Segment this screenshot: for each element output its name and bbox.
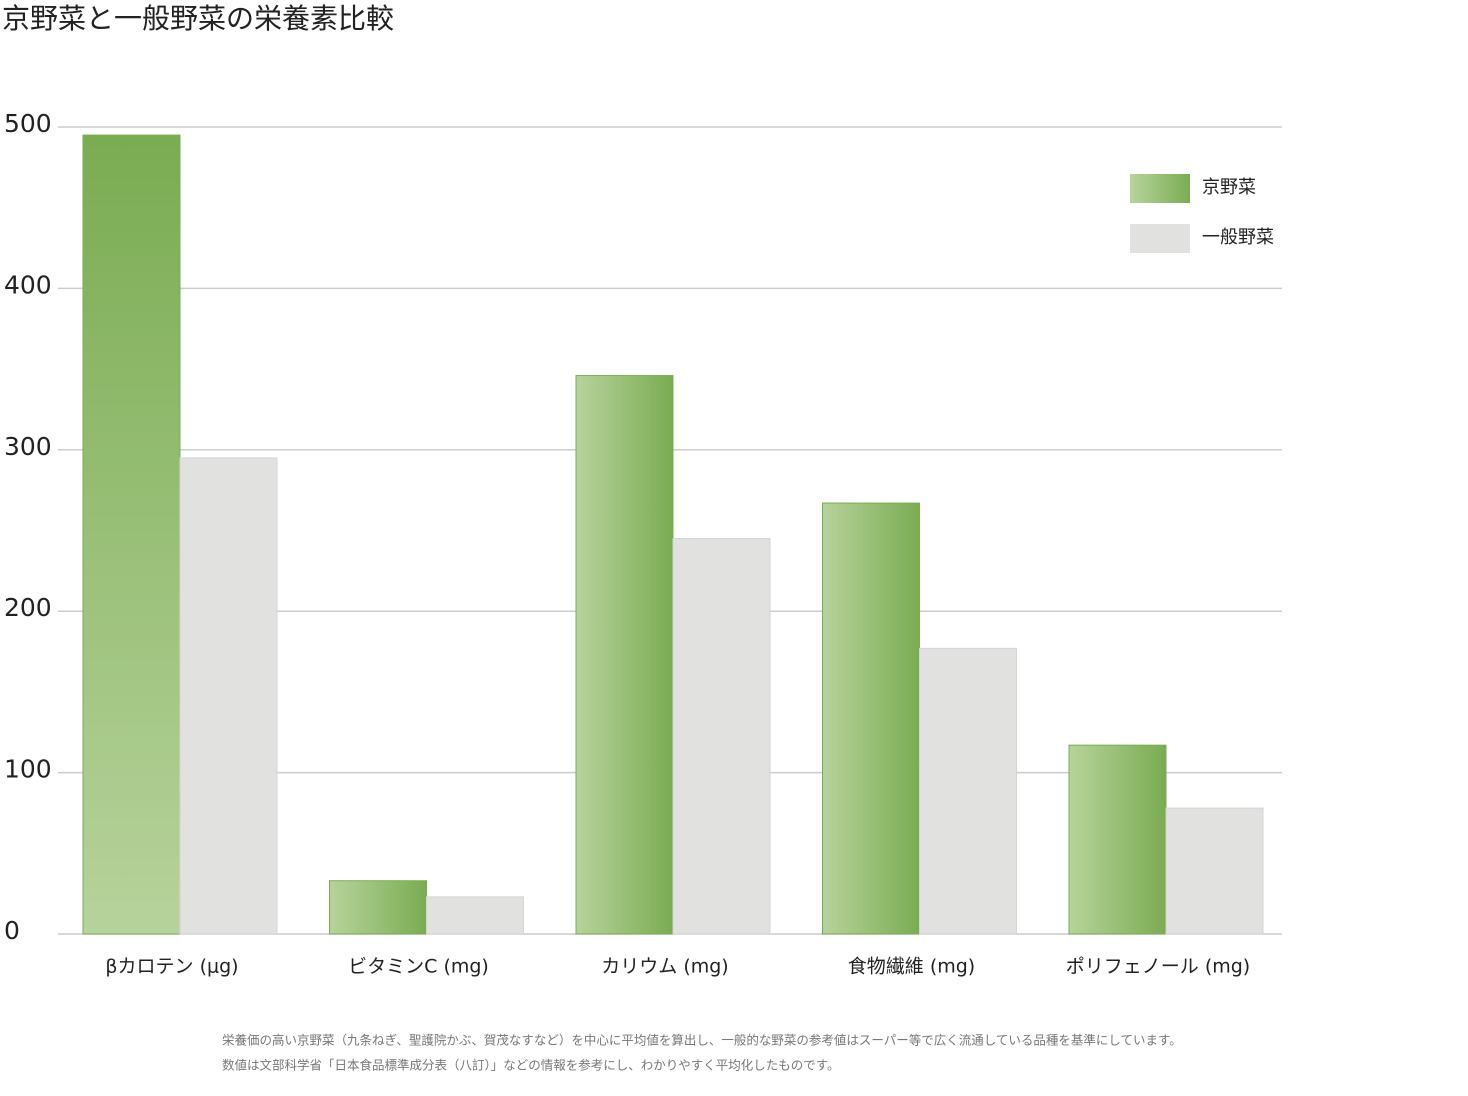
note: 数値は文部科学省「日本食品標準成分表（八訂）」などの情報を参考にし、わかりやすく…	[222, 1058, 840, 1073]
legend-label: 一般野菜	[1202, 227, 1274, 248]
y-tick-label: 400	[4, 270, 52, 299]
bar	[822, 502, 920, 935]
legend-swatch	[1130, 224, 1190, 253]
x-tick-label: βカロテン (μg)	[105, 956, 238, 978]
y-tick-label: 0	[4, 916, 20, 945]
bar	[1068, 744, 1167, 935]
bar	[426, 896, 524, 935]
chart-title: 京野菜と一般野菜の栄養素比較	[2, 2, 394, 35]
note: 栄養価の高い京野菜（九条ねぎ、聖護院かぶ、賀茂なすなど）を中心に平均値を算出し、…	[222, 1033, 1182, 1048]
bar	[329, 880, 427, 935]
x-tick-label: 食物繊維 (mg)	[848, 956, 975, 978]
x-tick-label: カリウム (mg)	[601, 956, 728, 978]
x-tick-label: ポリフェノール (mg)	[1066, 956, 1250, 978]
y-tick-label: 200	[4, 593, 52, 622]
legend-swatch	[1130, 174, 1190, 203]
bar	[919, 647, 1017, 935]
y-tick-label: 500	[4, 109, 52, 138]
x-tick-label: ビタミンC (mg)	[348, 956, 489, 978]
bar	[82, 134, 181, 935]
bar	[575, 375, 674, 935]
legend-label: 京野菜	[1202, 177, 1256, 198]
bar	[672, 538, 771, 935]
bar	[179, 457, 278, 935]
y-tick-label: 100	[4, 755, 52, 784]
y-tick-label: 300	[4, 432, 52, 461]
bar	[1165, 807, 1264, 935]
